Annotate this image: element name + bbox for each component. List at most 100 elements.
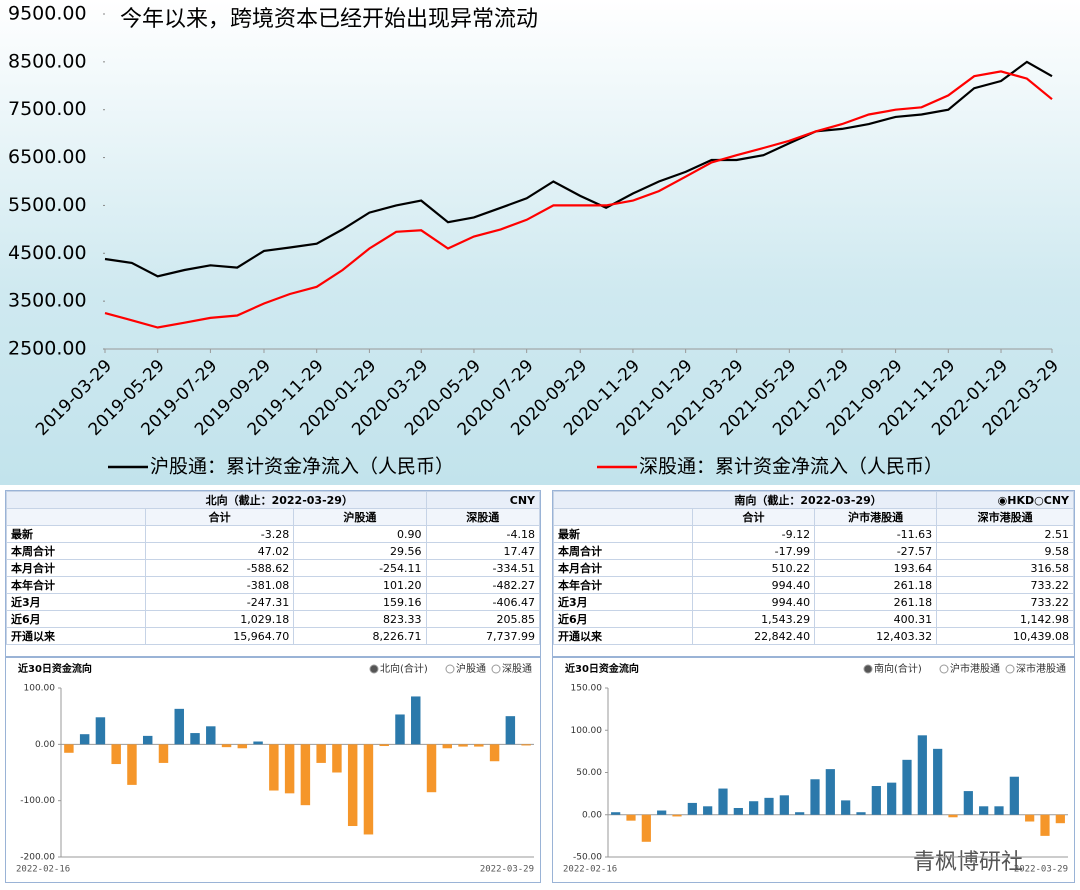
cell: 12,403.32 bbox=[814, 627, 938, 645]
cell: 1,543.29 bbox=[691, 610, 816, 628]
north-table-panel: 北向（截止：2022-03-29） CNY 合计 沪股通 深股通 最新 -3.28 0.90-… bbox=[5, 490, 541, 657]
y-tick-label: 7500.00 bbox=[8, 98, 87, 120]
bar bbox=[917, 735, 927, 815]
row-label: 开通以来 bbox=[553, 627, 693, 645]
cell: 823.33 bbox=[293, 610, 427, 628]
bar bbox=[269, 744, 279, 791]
bar bbox=[474, 744, 484, 747]
bar bbox=[426, 744, 437, 793]
unit-option: CNY bbox=[1043, 493, 1069, 507]
row-label: 本年合计 bbox=[6, 576, 146, 594]
option-radio[interactable] bbox=[939, 664, 949, 674]
x-tick-label: 2022-02-16 bbox=[563, 865, 617, 875]
y-tick-label: 8500.00 bbox=[8, 50, 87, 72]
legend-label: 深股通：累计资金净流入（人民币） bbox=[639, 456, 943, 478]
bar bbox=[994, 806, 1004, 815]
cell: 316.58 bbox=[936, 559, 1074, 577]
row-label: 近3月 bbox=[553, 593, 693, 611]
bar bbox=[703, 806, 713, 815]
cell: 400.31 bbox=[814, 610, 938, 628]
cell: 10,439.08 bbox=[936, 627, 1074, 645]
unit-cell: ◉HKD○CNY bbox=[936, 491, 1074, 509]
row-label: 本周合计 bbox=[6, 542, 146, 560]
option-label: 北向(合计) bbox=[380, 662, 428, 675]
cell: 0.90 bbox=[293, 525, 427, 543]
bar bbox=[237, 744, 248, 749]
y-tick-label: -50.00 bbox=[573, 853, 602, 863]
bar bbox=[841, 800, 851, 815]
row-label: 近6月 bbox=[6, 610, 146, 628]
option-radio[interactable] bbox=[1005, 664, 1015, 674]
x-tick-label: 2022-03-29 bbox=[480, 865, 534, 875]
row-label: 最新 bbox=[553, 525, 693, 543]
bar bbox=[887, 782, 897, 815]
option-label: 南向(合计) bbox=[874, 662, 922, 675]
cell: -254.11 bbox=[293, 559, 427, 577]
y-tick-label: 3500.00 bbox=[8, 290, 87, 312]
table-row: 本年合计 994.40 261.18 733.22 bbox=[553, 576, 1074, 594]
bar bbox=[641, 814, 651, 842]
row-label: 本年合计 bbox=[553, 576, 693, 594]
bar bbox=[332, 744, 342, 773]
y-tick-label: 50.00 bbox=[576, 768, 602, 778]
cell: 261.18 bbox=[814, 576, 938, 594]
south-bar-chart: 青枫博研社 近30日资金流向 深市港股通 沪市港股通 南向(合计) -50.00 0.00… bbox=[552, 657, 1075, 883]
bar bbox=[1055, 814, 1065, 824]
cell: 17.47 bbox=[425, 542, 541, 560]
y-tick-label: 0.00 bbox=[582, 810, 602, 820]
row-label: 近3月 bbox=[6, 593, 146, 611]
bar bbox=[948, 814, 958, 818]
bar-chart-title: 近30日资金流向 bbox=[565, 662, 639, 675]
bar bbox=[95, 717, 106, 745]
cell: -482.27 bbox=[425, 576, 541, 594]
option-radio[interactable] bbox=[491, 664, 501, 674]
bar bbox=[284, 744, 295, 794]
table-row: 本月合计 -588.62 -254.11 -334.51 bbox=[6, 559, 541, 577]
cell: 510.22 bbox=[691, 559, 816, 577]
bar bbox=[347, 744, 358, 827]
bar bbox=[963, 791, 973, 815]
table-row: 本周合计 -17.99 -27.57 9.58 bbox=[553, 542, 1074, 560]
y-tick-label: 0.00 bbox=[35, 740, 55, 750]
header-cell: 合计 bbox=[144, 508, 295, 526]
option-radio[interactable] bbox=[863, 664, 873, 674]
cell: -27.57 bbox=[814, 542, 938, 560]
bar bbox=[505, 716, 516, 745]
bar bbox=[174, 708, 184, 745]
bar bbox=[979, 806, 989, 815]
cell: 1,029.18 bbox=[144, 610, 295, 628]
y-tick-label: 100.00 bbox=[571, 726, 603, 736]
bar bbox=[611, 812, 621, 815]
cell: 193.64 bbox=[814, 559, 938, 577]
header-row: 合计 沪股通 深股通 bbox=[6, 508, 541, 526]
bar bbox=[521, 744, 531, 746]
bar bbox=[795, 812, 805, 815]
bar bbox=[363, 744, 374, 835]
bar bbox=[221, 744, 232, 748]
radio[interactable]: ○ bbox=[1034, 493, 1044, 507]
option-radio[interactable] bbox=[369, 664, 379, 674]
bar bbox=[764, 797, 774, 815]
table-row: 开通以来 15,964.70 8,226.71 7,737.99 bbox=[6, 627, 541, 645]
bar bbox=[933, 748, 943, 815]
bar bbox=[206, 726, 216, 745]
header-cell: 深股通 bbox=[425, 508, 541, 526]
cell: 7,737.99 bbox=[425, 627, 541, 645]
cell: 1,142.98 bbox=[936, 610, 1074, 628]
option-label: 沪股通 bbox=[456, 662, 486, 675]
option-radio[interactable] bbox=[445, 664, 455, 674]
bar bbox=[442, 744, 453, 749]
table-row: 本年合计 -381.08 101.20 -482.27 bbox=[6, 576, 541, 594]
row-label: 本周合计 bbox=[553, 542, 693, 560]
cell: 101.20 bbox=[293, 576, 427, 594]
bar bbox=[733, 807, 743, 815]
table-row: 本周合计 47.02 29.56 17.47 bbox=[6, 542, 541, 560]
radio[interactable]: ◉ bbox=[997, 493, 1008, 507]
row-label: 本月合计 bbox=[553, 559, 693, 577]
row-label: 最新 bbox=[6, 525, 146, 543]
bar bbox=[158, 744, 169, 763]
y-tick-label: -200.00 bbox=[20, 853, 55, 863]
unit-cell: CNY bbox=[425, 491, 541, 509]
cell: 994.40 bbox=[691, 593, 816, 611]
row-label: 开通以来 bbox=[6, 627, 146, 645]
